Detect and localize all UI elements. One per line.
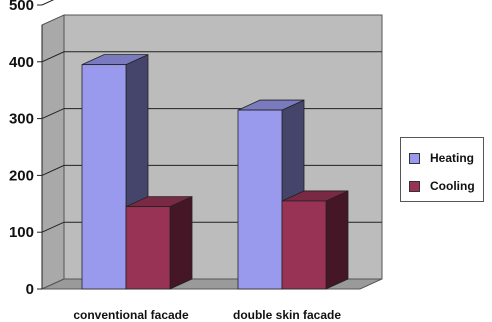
plot-side-wall [41,14,65,290]
bar-cooling-1-side [169,196,193,290]
gridline [41,0,55,6]
legend-item-cooling: Cooling [409,179,475,193]
bar-cooling-2 [281,200,327,290]
legend-label-heating: Heating [430,151,475,165]
y-tick-label: 100 [9,224,34,241]
x-category-label: conventional facade [73,308,189,322]
chart-legend: Heating Cooling [400,137,484,202]
legend-label-cooling: Cooling [430,179,475,193]
bar-cooling-2-side [325,190,349,290]
y-tick-label: 0 [26,281,34,298]
y-tick-label: 200 [9,167,34,184]
bar-heating-2 [237,109,283,290]
x-category-label: double skin facade [233,308,341,322]
gridline [41,51,382,63]
legend-item-heating: Heating [409,151,474,165]
y-tick-label: 400 [9,54,34,71]
bar-cooling-1 [125,206,171,290]
y-tick-label: 500 [9,0,34,14]
legend-swatch-heating [409,152,420,164]
y-tick-label: 300 [9,111,34,128]
bar-heating-1 [81,64,127,290]
legend-swatch-cooling [409,180,420,192]
